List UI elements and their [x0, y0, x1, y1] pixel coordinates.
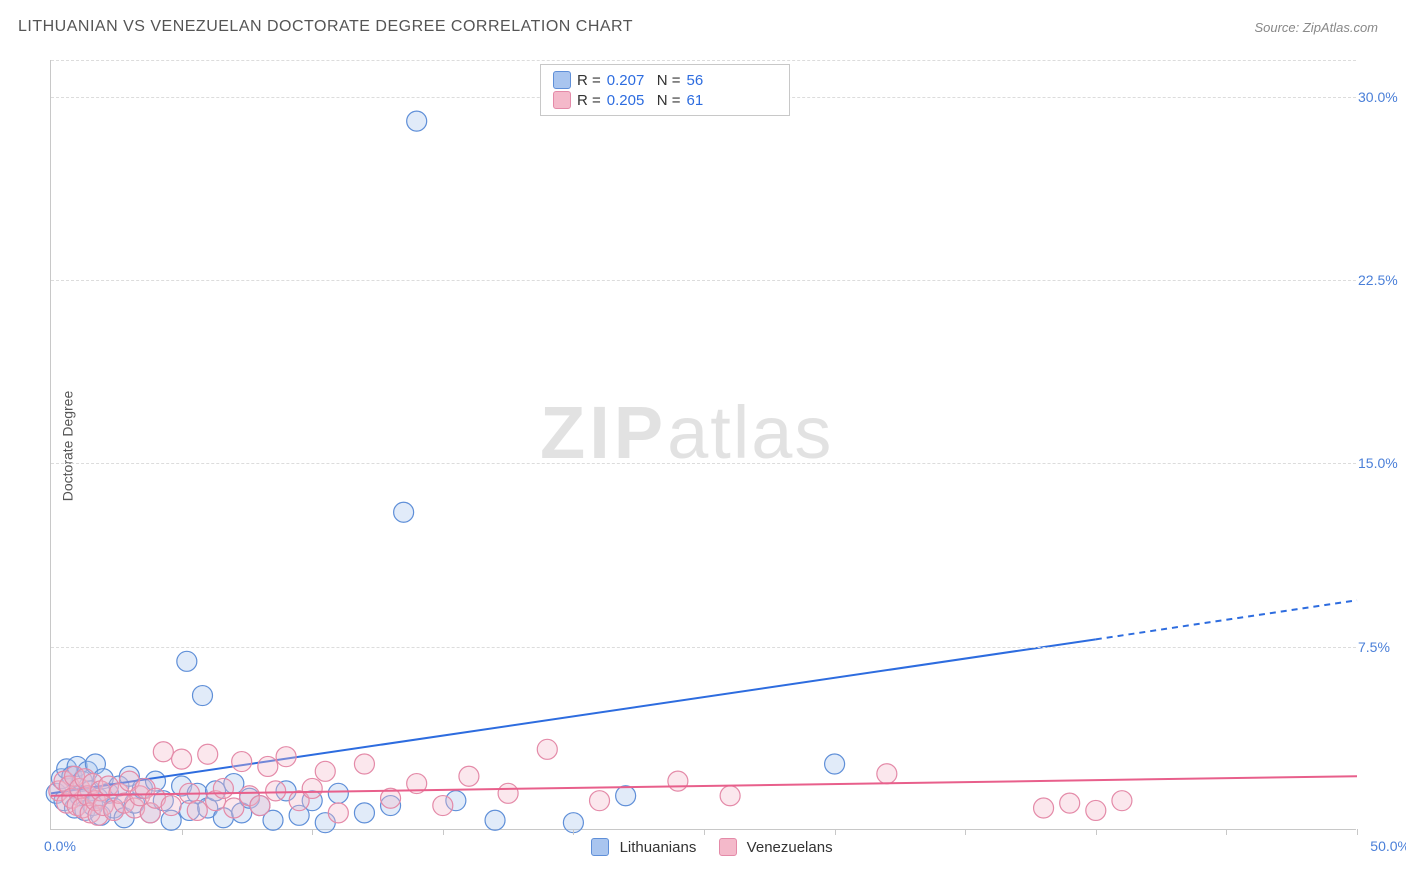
data-point: [498, 783, 518, 803]
data-point: [407, 111, 427, 131]
stat-n-label: N =: [657, 92, 681, 109]
stat-r-value-a: 0.207: [607, 72, 651, 89]
x-tick: [1226, 829, 1227, 835]
data-point: [192, 686, 212, 706]
gridline: [51, 60, 1356, 61]
data-point: [266, 781, 286, 801]
data-point: [590, 791, 610, 811]
stat-n-value-a: 56: [687, 72, 731, 89]
data-point: [459, 766, 479, 786]
data-point: [258, 756, 278, 776]
legend-label-b: Venezuelans: [747, 839, 833, 856]
legend-label-a: Lithuanians: [620, 839, 697, 856]
data-point: [1034, 798, 1054, 818]
y-tick-label: 30.0%: [1358, 89, 1406, 105]
stat-r-label: R =: [577, 92, 601, 109]
data-point: [276, 747, 296, 767]
data-point: [232, 752, 252, 772]
stats-row-series-b: R = 0.205 N = 61: [553, 91, 777, 109]
data-point: [161, 796, 181, 816]
x-tick: [835, 829, 836, 835]
x-tick: [182, 829, 183, 835]
stat-r-value-b: 0.205: [607, 92, 651, 109]
data-point: [825, 754, 845, 774]
gridline: [51, 647, 1356, 648]
chart-title: LITHUANIAN VS VENEZUELAN DOCTORATE DEGRE…: [18, 18, 633, 36]
data-point: [213, 778, 233, 798]
x-tick: [1357, 829, 1358, 835]
data-point: [537, 739, 557, 759]
x-tick: [1096, 829, 1097, 835]
data-point: [1112, 791, 1132, 811]
series-legend: Lithuanians Venezuelans: [50, 838, 1356, 856]
stat-r-label: R =: [577, 72, 601, 89]
y-tick-label: 15.0%: [1358, 455, 1406, 471]
data-point: [328, 783, 348, 803]
data-point: [354, 754, 374, 774]
data-point: [354, 803, 374, 823]
stats-row-series-a: R = 0.207 N = 56: [553, 71, 777, 89]
swatch-series-b: [553, 91, 571, 109]
correlation-stats-box: R = 0.207 N = 56 R = 0.205 N = 61: [540, 64, 790, 116]
data-point: [328, 803, 348, 823]
x-tick: [704, 829, 705, 835]
stat-n-value-b: 61: [687, 92, 731, 109]
legend-swatch-b: [719, 838, 737, 856]
x-tick: [573, 829, 574, 835]
data-point: [172, 749, 192, 769]
data-point: [250, 796, 270, 816]
x-tick: [965, 829, 966, 835]
data-point: [302, 778, 322, 798]
data-point: [1086, 800, 1106, 820]
data-point: [315, 761, 335, 781]
data-point: [153, 742, 173, 762]
gridline: [51, 280, 1356, 281]
data-point: [394, 502, 414, 522]
data-point: [198, 744, 218, 764]
source-attribution: Source: ZipAtlas.com: [1254, 20, 1378, 35]
stat-n-label: N =: [657, 72, 681, 89]
data-point: [433, 796, 453, 816]
trend-line-extrapolated: [1096, 600, 1357, 639]
gridline: [51, 463, 1356, 464]
y-tick-label: 22.5%: [1358, 272, 1406, 288]
data-point: [877, 764, 897, 784]
x-tick: [443, 829, 444, 835]
data-point: [616, 786, 636, 806]
y-tick-label: 7.5%: [1358, 639, 1406, 655]
trend-line: [51, 639, 1096, 793]
x-axis-max-label: 50.0%: [1370, 838, 1406, 854]
x-tick: [312, 829, 313, 835]
data-point: [187, 800, 207, 820]
data-point: [485, 810, 505, 830]
data-point: [668, 771, 688, 791]
plot-area: 7.5%15.0%22.5%30.0%: [50, 60, 1356, 830]
scatter-svg: [51, 60, 1356, 829]
data-point: [177, 651, 197, 671]
data-point: [1060, 793, 1080, 813]
data-point: [720, 786, 740, 806]
legend-swatch-a: [591, 838, 609, 856]
swatch-series-a: [553, 71, 571, 89]
